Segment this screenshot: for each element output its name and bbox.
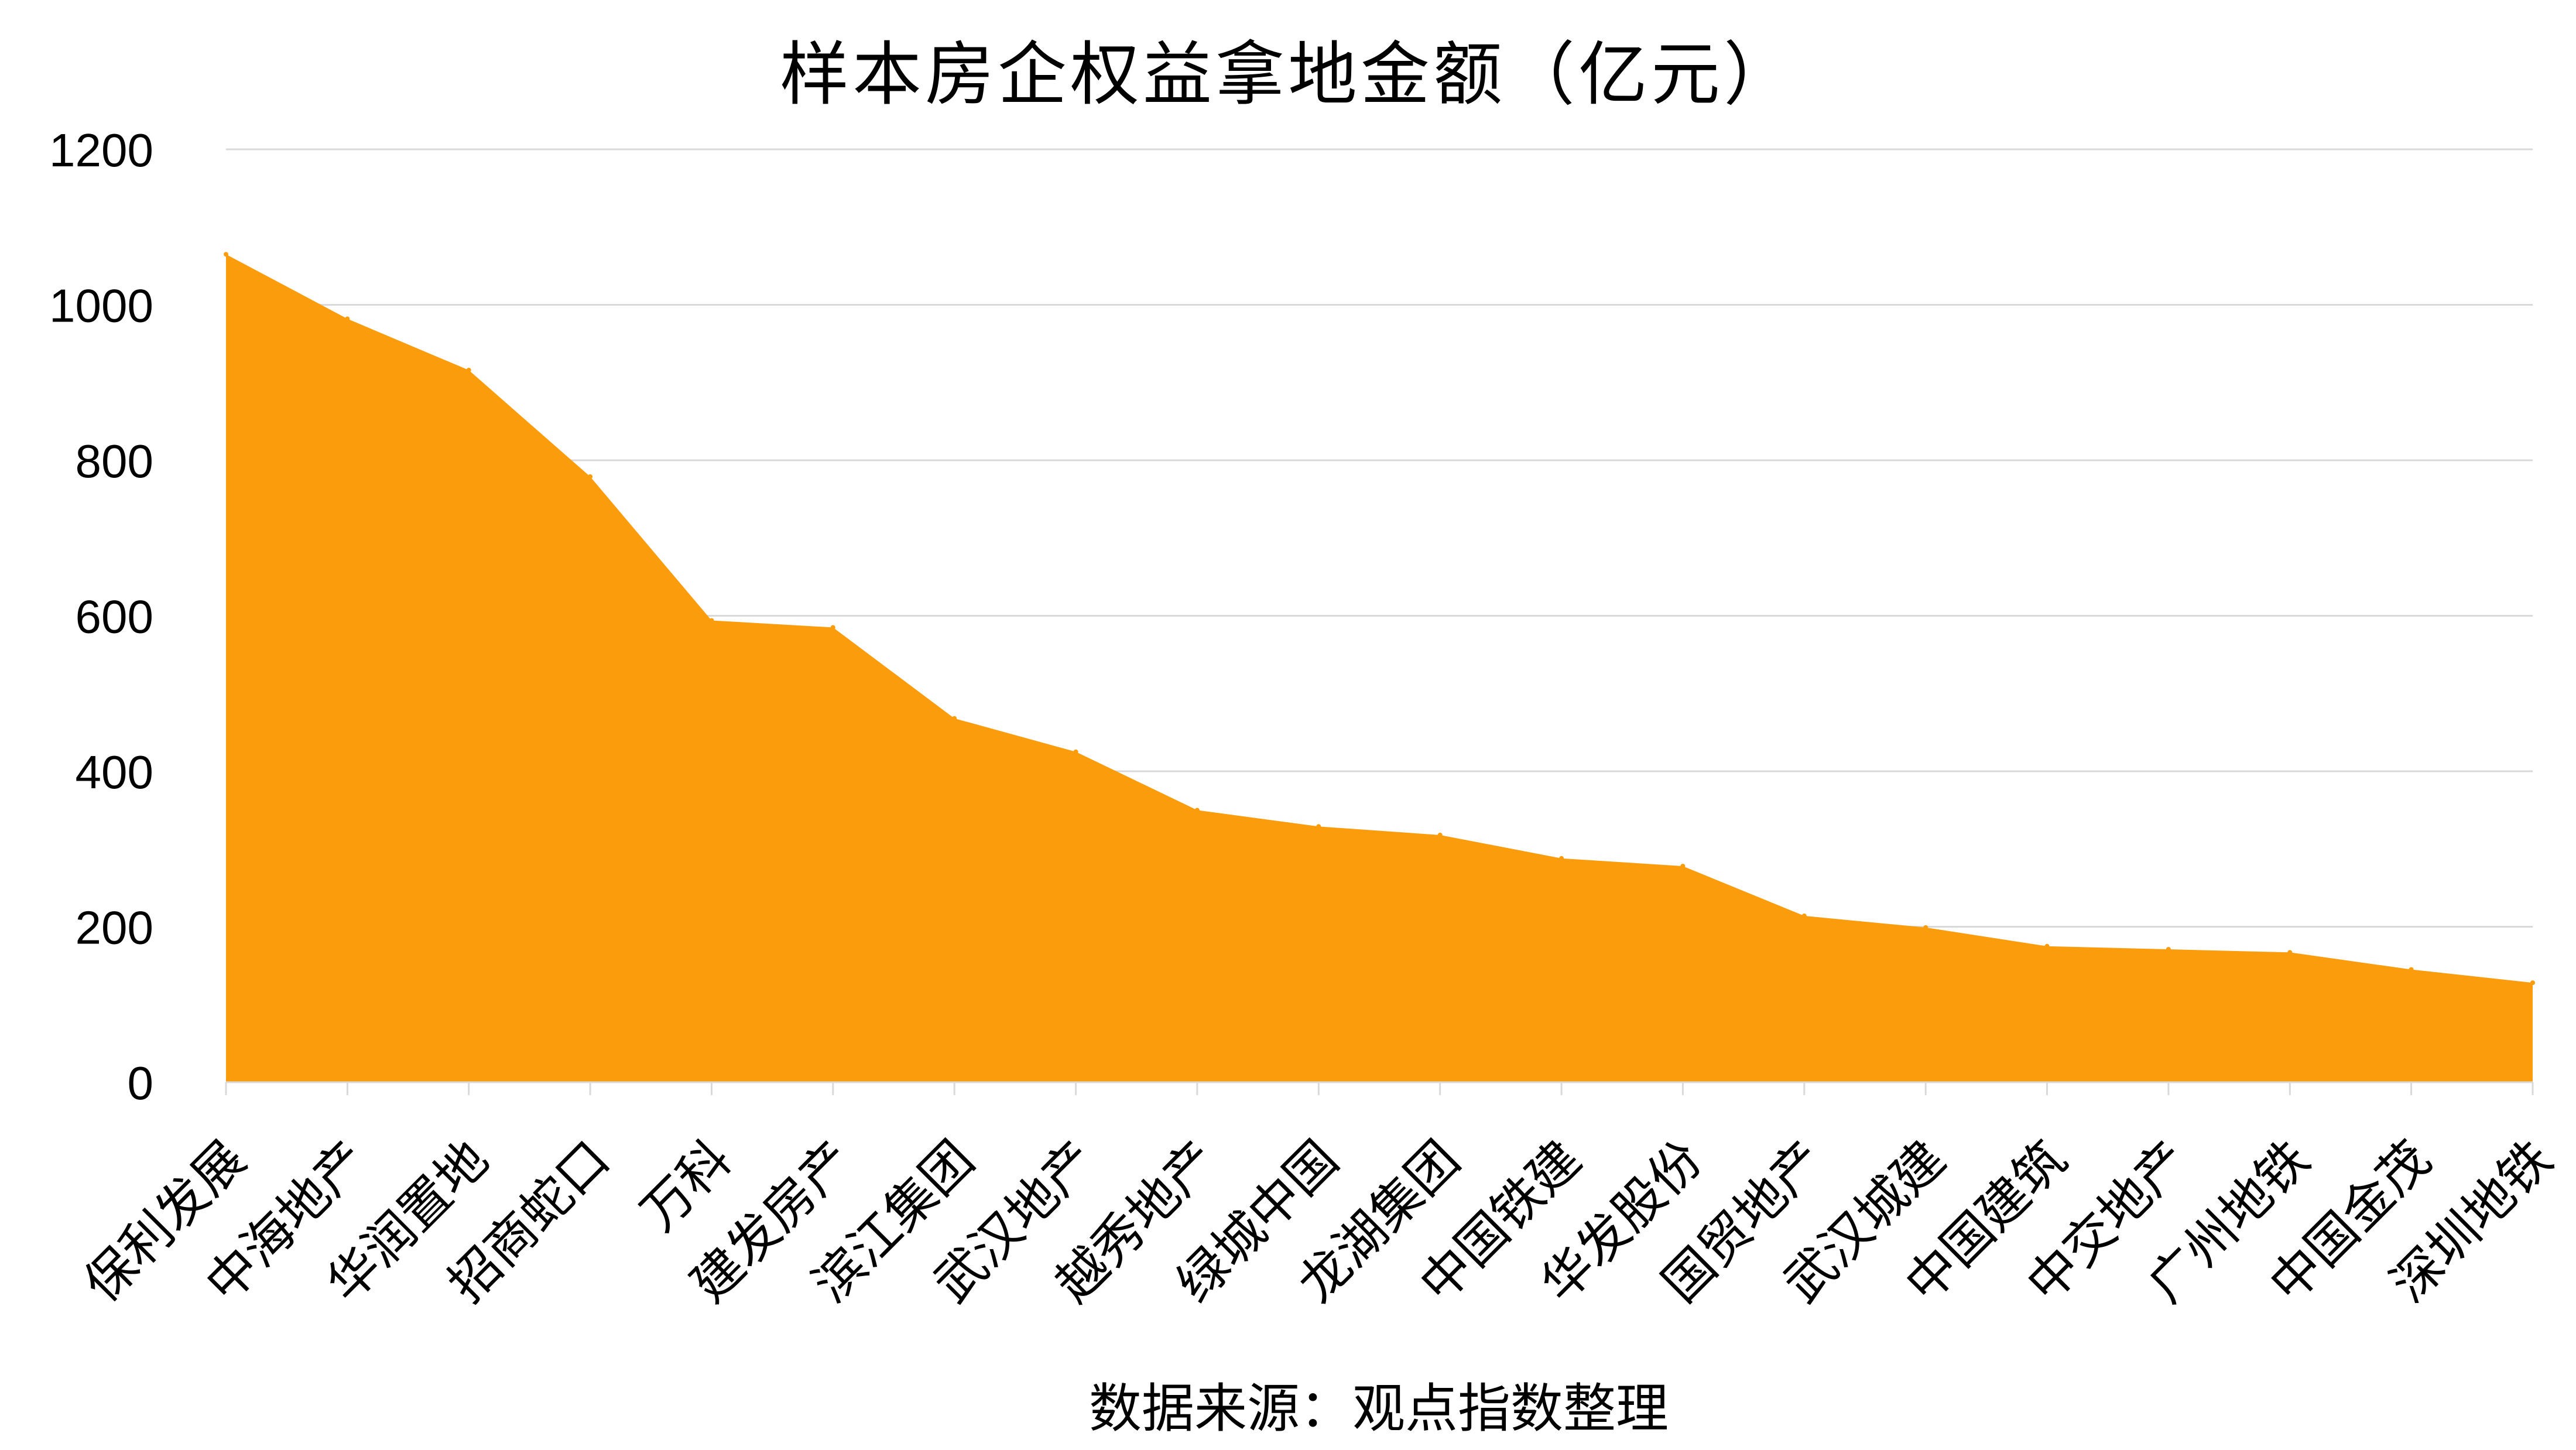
source-note: 数据来源：观点指数整理 (1089, 1378, 1669, 1439)
data-point (1559, 856, 1564, 861)
y-tick-label: 1200 (49, 124, 153, 176)
data-point (1316, 824, 1321, 829)
data-point (2166, 947, 2171, 952)
data-point (466, 368, 471, 372)
data-point (224, 252, 228, 257)
area-fill (226, 254, 2533, 1083)
data-point (952, 716, 957, 721)
y-axis: 0 200 400 600 800 1000 1200 (49, 124, 153, 1109)
y-tick-label: 200 (76, 902, 153, 954)
data-point (1923, 925, 1928, 930)
y-tick-label: 800 (76, 435, 153, 487)
data-point (2044, 943, 2050, 949)
data-point (1437, 832, 1443, 837)
data-point (709, 618, 714, 623)
data-point (1801, 913, 1807, 918)
y-tick-label: 1000 (49, 280, 153, 332)
data-point (345, 316, 350, 322)
y-tick-label: 600 (76, 591, 153, 643)
data-point (2287, 950, 2293, 955)
y-tick-label: 400 (76, 746, 153, 798)
data-point (1073, 749, 1078, 754)
data-point (1680, 864, 1686, 868)
data-point (2530, 980, 2535, 986)
data-point (1194, 808, 1200, 813)
y-tick-label: 0 (128, 1057, 154, 1109)
data-point (830, 625, 835, 630)
area-series (224, 252, 2535, 1083)
data-point (2409, 967, 2414, 972)
chart-title: 样本房企权益拿地金额（亿元） (780, 34, 1796, 115)
data-point (588, 474, 593, 479)
x-tick-label: 万科 (630, 1130, 742, 1242)
